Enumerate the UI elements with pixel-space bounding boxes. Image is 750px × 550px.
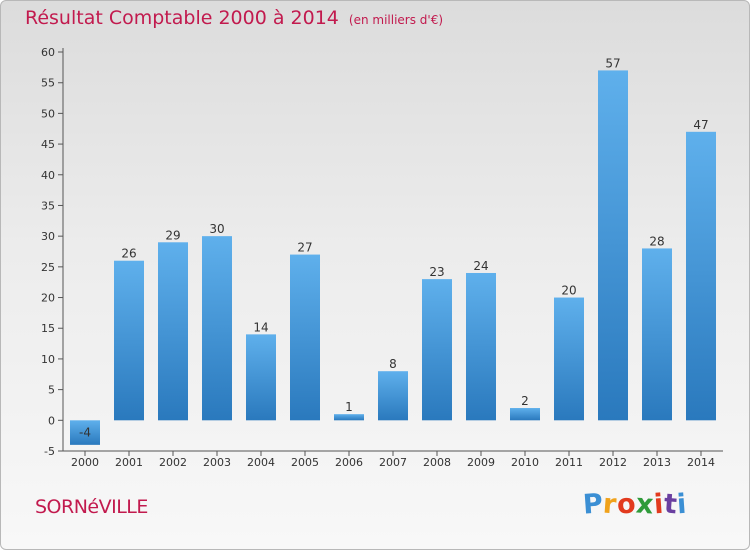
bar-2008 [422,279,452,421]
y-tick-label: 25 [41,261,55,274]
x-tick-label: 2000 [71,456,99,469]
y-tick-label: 20 [41,292,55,305]
bar-2004 [246,334,276,421]
bar-2002 [158,242,188,421]
bar-2011 [554,297,584,421]
data-label-2011: 20 [561,284,576,298]
commune-name: SORNéVILLE [35,496,148,518]
logo-letter: P [581,488,605,521]
bar-2010 [510,408,540,421]
bar-2006 [334,414,364,421]
y-tick-label: 35 [41,199,55,212]
y-axis-ticks: -5 0 5 10 15 20 25 30 35 40 45 50 55 60 [41,46,63,458]
data-label-2000: -4 [79,425,91,439]
x-axis-ticks: 2000 2001 2002 2003 2004 2005 2006 2007 2008 2009… [71,451,715,469]
x-tick-label: 2013 [643,456,671,469]
bar-2014 [686,131,716,421]
bar-2009 [466,272,496,421]
y-tick-label: 0 [48,414,55,427]
x-tick-label: 2014 [687,456,715,469]
data-label-2006: 1 [345,400,353,414]
data-label-2010: 2 [521,394,529,408]
x-tick-label: 2007 [379,456,407,469]
y-tick-label: -5 [44,445,55,458]
x-tick-label: 2008 [423,456,451,469]
bar-2000 [70,420,100,445]
y-tick-label: 45 [41,138,55,151]
logo-letter: i [676,488,689,521]
x-tick-label: 2011 [555,456,583,469]
bar-2012 [598,70,628,421]
y-tick-label: 55 [41,77,55,90]
y-tick-label: 60 [41,46,55,59]
x-tick-label: 2004 [247,456,275,469]
logo-letter: o [616,488,638,521]
data-label-2007: 8 [389,357,397,371]
y-tick-label: 5 [48,384,55,397]
data-label-2005: 27 [297,241,312,255]
data-label-2002: 29 [165,228,180,242]
y-tick-label: 30 [41,230,55,243]
x-tick-label: 2002 [159,456,187,469]
y-tick-label: 15 [41,322,55,335]
data-label-2008: 23 [429,265,444,279]
data-label-2012: 57 [605,56,620,70]
x-tick-label: 2012 [599,456,627,469]
x-tick-label: 2001 [115,456,143,469]
x-tick-label: 2005 [291,456,319,469]
x-tick-label: 2010 [511,456,539,469]
data-labels: -4 26 29 30 14 27 1 8 23 24 2 20 57 28 47 [79,56,709,439]
bar-2005 [290,254,320,421]
y-tick-label: 10 [41,353,55,366]
proxiti-logo: Proxiti [581,488,689,521]
title-row: Résultat Comptable 2000 à 2014 (en millie… [25,7,443,29]
x-tick-label: 2006 [335,456,363,469]
bar-2003 [202,236,232,421]
data-label-2009: 24 [473,259,488,273]
chart-title: Résultat Comptable 2000 à 2014 [25,7,339,29]
x-tick-label: 2009 [467,456,495,469]
bar-2007 [378,371,408,421]
data-label-2004: 14 [253,320,268,334]
bar-2013 [642,248,672,421]
logo-letter: x [635,488,656,521]
data-label-2001: 26 [121,247,136,261]
data-label-2013: 28 [649,234,664,248]
data-label-2014: 47 [693,118,708,132]
x-tick-label: 2003 [203,456,231,469]
bars [70,70,716,445]
data-label-2003: 30 [209,222,224,236]
y-tick-label: 40 [41,169,55,182]
bar-2001 [114,260,144,421]
chart-unit-label: (en milliers d'€) [348,13,444,27]
y-tick-label: 50 [41,107,55,120]
